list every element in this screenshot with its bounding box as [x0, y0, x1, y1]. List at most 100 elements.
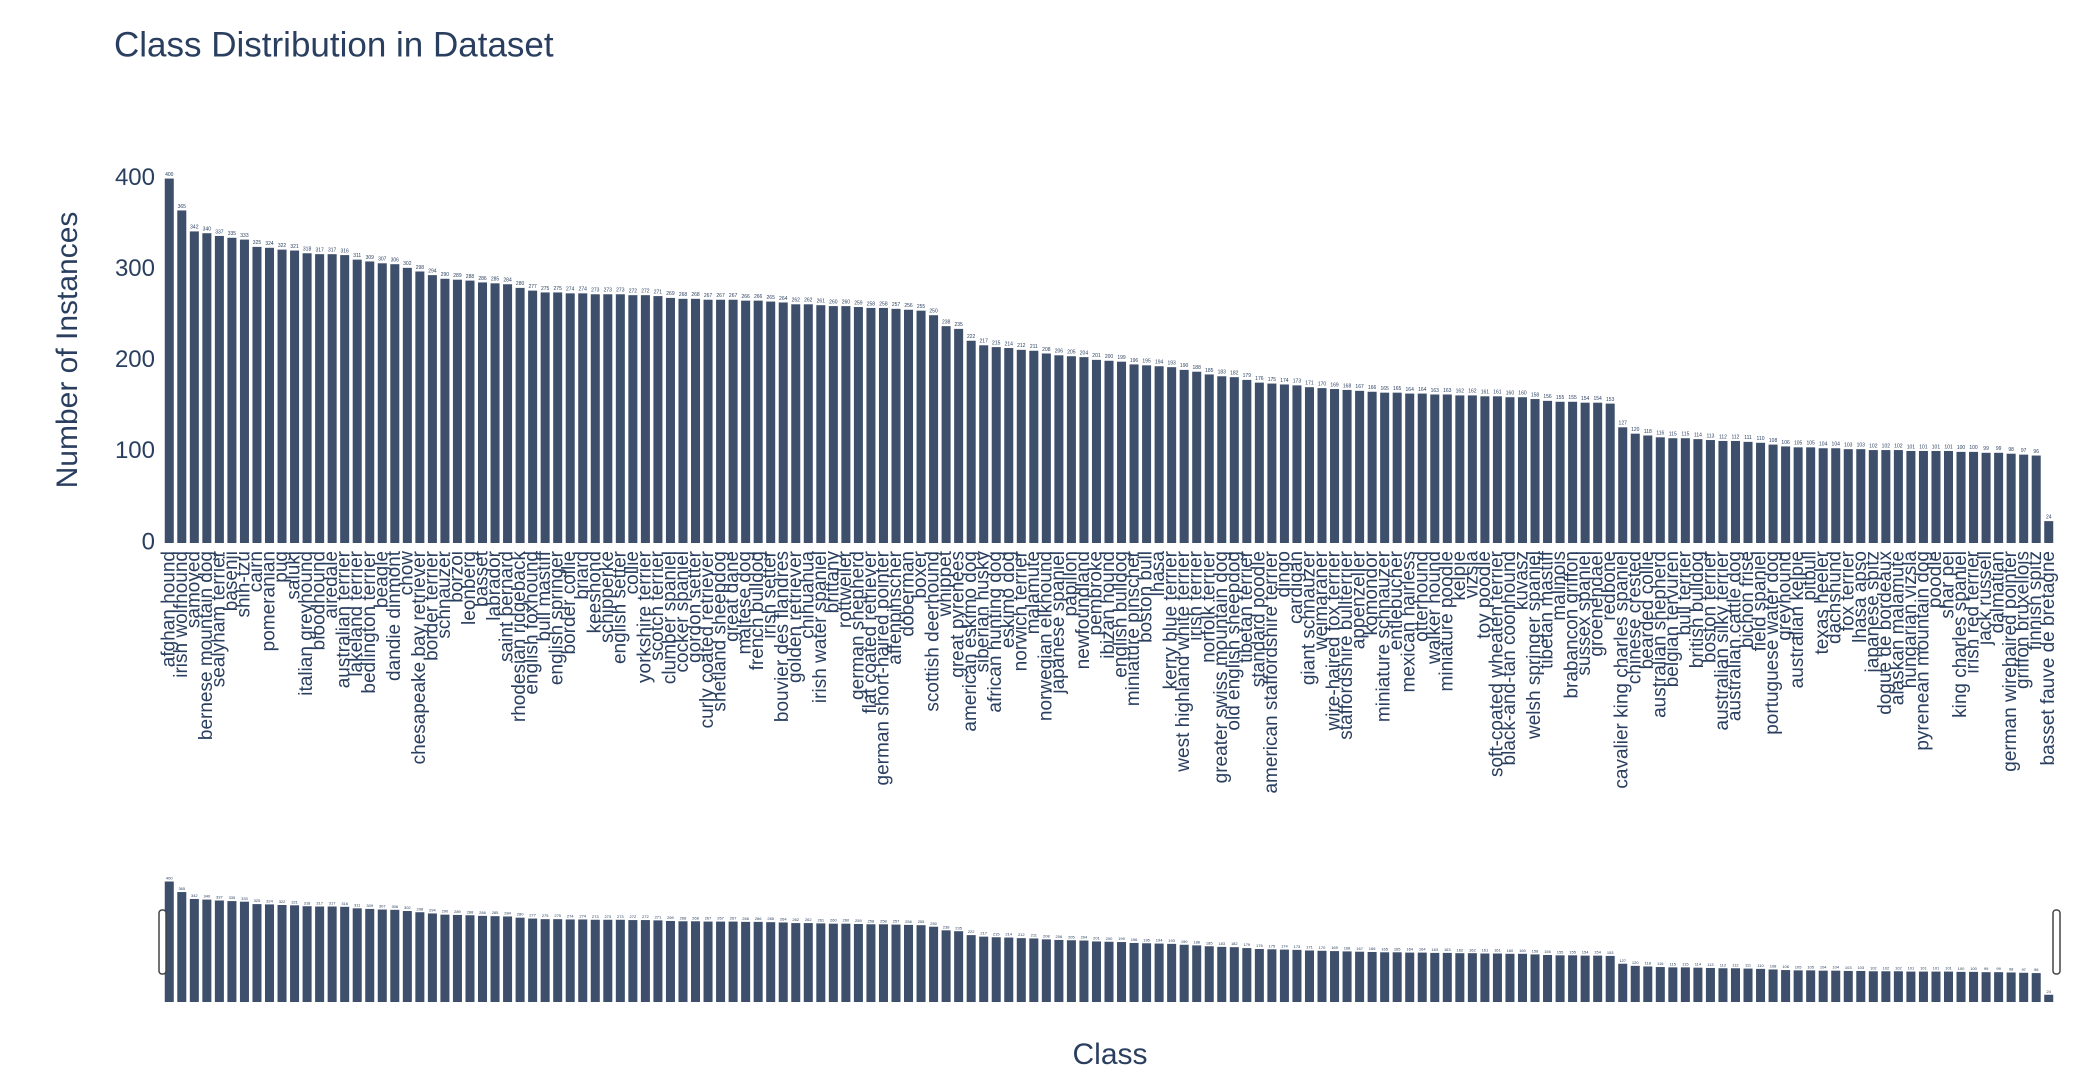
data-label: 267: [716, 293, 725, 299]
x-tick-label: scottish deerhound: [923, 551, 944, 712]
bar: [1693, 439, 1703, 543]
x-tick-label: jack russell: [1975, 551, 1996, 646]
x-tick-label: border terrier: [421, 550, 442, 660]
mini-data-label: 168: [1344, 945, 1351, 950]
data-label: 265: [767, 295, 776, 301]
data-label: 261: [817, 299, 826, 305]
x-tick-label: kelpie: [1449, 551, 1470, 601]
mini-data-label: 102: [1870, 965, 1877, 970]
mini-bar: [503, 916, 513, 1002]
data-label: 212: [1017, 343, 1026, 349]
mini-data-label: 183: [1218, 941, 1225, 946]
mini-bar: [1392, 952, 1402, 1002]
mini-data-label: 102: [1895, 965, 1902, 970]
data-label: 268: [679, 292, 688, 298]
data-label: 185: [1205, 368, 1214, 374]
bar: [503, 284, 513, 543]
data-label: 105: [1806, 441, 1815, 447]
x-tick-label: miniature poodle: [1436, 551, 1457, 691]
x-tick-label: english springer: [547, 550, 568, 685]
x-tick-label: irish wolfhound: [171, 551, 192, 678]
data-label: 101: [1907, 444, 1916, 450]
mini-data-label: 99: [1984, 966, 1989, 971]
mini-data-label: 261: [817, 917, 824, 922]
data-label: 298: [416, 265, 425, 271]
data-label: 153: [1606, 397, 1615, 403]
x-tick-label: alaskan malamute: [1887, 551, 1908, 705]
range-handle[interactable]: [158, 909, 167, 975]
mini-data-label: 105: [1795, 964, 1802, 969]
mini-bar: [365, 908, 375, 1002]
mini-data-label: 103: [1845, 965, 1852, 970]
mini-data-label: 266: [755, 916, 762, 921]
x-tick-label: brittany: [822, 551, 843, 614]
mini-bar: [528, 918, 538, 1002]
x-tick-label: lhasa apso: [1850, 551, 1871, 643]
x-tick-label: newfoundland: [1073, 551, 1094, 669]
mini-data-label: 342: [191, 893, 198, 898]
mini-data-label: 272: [642, 914, 649, 919]
x-tick-label: pembroke: [1085, 551, 1106, 636]
mini-bar: [515, 917, 525, 1002]
mini-bar: [653, 920, 663, 1002]
bar: [2031, 455, 2041, 543]
mini-data-label: 100: [1970, 966, 1977, 971]
data-label: 280: [516, 281, 525, 287]
data-label: 162: [1468, 389, 1477, 395]
data-label: 337: [215, 229, 224, 235]
bar: [427, 275, 437, 543]
mini-data-label: 208: [1043, 933, 1050, 938]
bar: [1618, 427, 1628, 543]
mini-data-label: 160: [1519, 948, 1526, 953]
mini-bar: [1254, 948, 1264, 1002]
mini-bar: [1380, 952, 1390, 1002]
data-label: 264: [779, 296, 788, 302]
mini-bar: [1969, 971, 1979, 1002]
bar: [1893, 450, 1903, 543]
x-tick-label: kuvasz: [1511, 551, 1532, 610]
data-label: 325: [253, 240, 262, 246]
mini-bar: [1580, 955, 1590, 1002]
x-tick-label: portuguese water dog: [1762, 551, 1783, 735]
data-label: 256: [904, 303, 913, 309]
bar: [1868, 450, 1878, 543]
bar: [1730, 440, 1741, 543]
mini-bar: [302, 906, 312, 1002]
data-label: 271: [654, 289, 663, 295]
data-label: 193: [1167, 360, 1176, 366]
data-label: 266: [754, 294, 763, 300]
mini-data-label: 275: [542, 913, 549, 918]
data-label: 115: [1681, 432, 1689, 438]
mini-data-label: 164: [1406, 947, 1413, 952]
data-label: 400: [165, 172, 174, 178]
data-label: 288: [466, 274, 475, 280]
mini-bar: [1781, 970, 1791, 1002]
x-tick-label: keeshond: [584, 551, 605, 633]
mini-bar: [828, 923, 838, 1002]
mini-data-label: 195: [1143, 937, 1150, 942]
bar: [590, 294, 600, 543]
x-tick-label: entlebucher: [1386, 550, 1407, 650]
mini-data-label: 105: [1807, 964, 1814, 969]
mini-data-label: 201: [1093, 936, 1100, 941]
x-tick-label: lhasa: [1148, 551, 1169, 597]
bar: [1718, 440, 1728, 543]
range-handle[interactable]: [2052, 909, 2061, 975]
x-tick-label: australian kelpie: [1787, 551, 1808, 688]
data-label: 322: [278, 243, 287, 249]
mini-bar: [477, 915, 488, 1002]
data-label: 116: [1656, 431, 1664, 437]
mini-bar: [1054, 939, 1064, 1002]
data-label: 258: [879, 301, 888, 307]
data-label: 201: [1092, 353, 1101, 359]
mini-data-label: 170: [1319, 945, 1326, 950]
mini-data-label: 112: [1732, 962, 1739, 967]
bar: [1154, 366, 1164, 543]
x-tick-label: boxer: [910, 550, 931, 598]
x-tick-label: hungarian vizsla: [1900, 551, 1921, 689]
mini-bar: [1680, 967, 1690, 1002]
bar: [540, 292, 550, 543]
data-label: 294: [428, 268, 437, 274]
x-tick-label: dingo: [1273, 551, 1294, 598]
x-tick-label: pyrenean mountain dog: [1912, 551, 1933, 751]
